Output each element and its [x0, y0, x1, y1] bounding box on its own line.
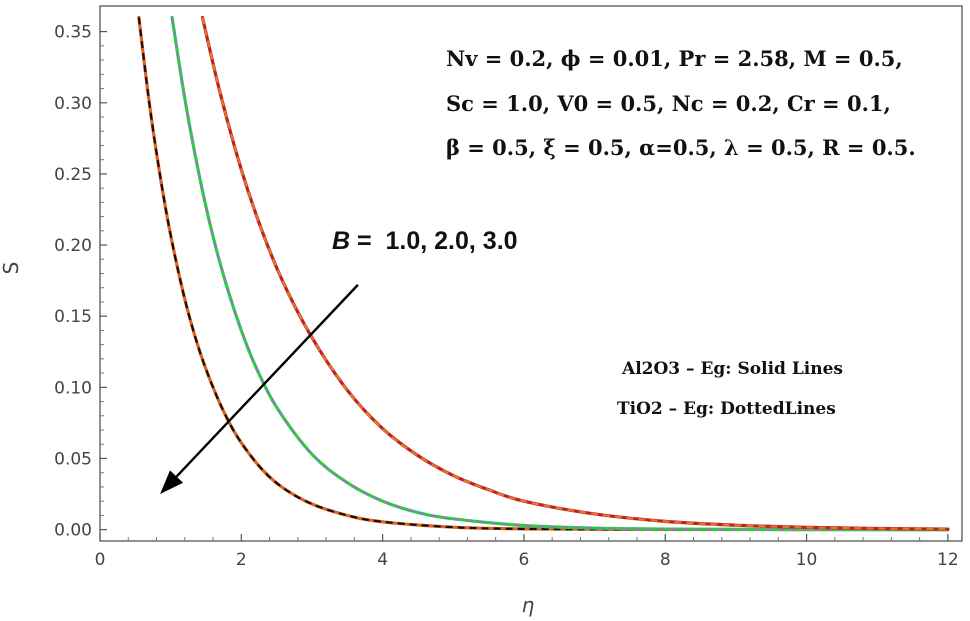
y-tick-label: 0.00	[54, 521, 92, 541]
series-2-dashed-line	[170, 17, 948, 531]
b-parameter-label: B = 1.0, 2.0, 3.0	[332, 227, 518, 255]
y-tick-label: 0.30	[54, 94, 92, 114]
plot-area: 0 2 4 6 8 10 12 0.000.050.100.150.200.250.300.…	[54, 5, 963, 570]
params-line-1: Nv = 0.2, ϕ = 0.01, Pr = 2.58, M = 0.5,	[446, 46, 903, 71]
y-tick-label: 0.15	[54, 307, 92, 327]
b-values: = 1.0, 2.0, 3.0	[350, 227, 517, 255]
x-tick-label: 12	[937, 550, 959, 570]
series-group	[137, 15, 950, 532]
y-tick-label: 0.05	[54, 449, 92, 469]
series-3-dashed-line	[201, 17, 948, 531]
line-style-legend: Al2O3 – Eg: Solid Lines TiO2 – Eg: Dotte…	[617, 359, 843, 419]
y-tick-label: 0.10	[54, 378, 92, 398]
legend-note-solid: Al2O3 – Eg: Solid Lines	[621, 359, 843, 379]
series-layer	[137, 15, 950, 532]
x-tick-label: 2	[236, 550, 247, 570]
trend-arrow-shaft	[175, 284, 359, 478]
x-tick-label: 6	[519, 550, 530, 570]
x-axis-ticks: 0 2 4 6 8 10 12	[95, 534, 959, 570]
y-axis-ticks: 0.00 0.05 0.10 0.15 0.20 0.25 0.30 0.35	[54, 23, 107, 541]
y-tick-label: 0.35	[54, 23, 92, 43]
trend-arrow-head	[160, 470, 184, 494]
y-tick-label: 0.20	[54, 236, 92, 256]
b-symbol: B	[332, 227, 350, 255]
x-tick-label: 0	[95, 550, 106, 570]
x-tick-label: 4	[377, 550, 388, 570]
arrow-layer	[160, 284, 359, 494]
y-axis-label: S	[0, 262, 23, 275]
y-tick-label: 0.25	[54, 165, 92, 185]
x-tick-label: 10	[796, 550, 818, 570]
params-line-3: β = 0.5, ξ = 0.5, α=0.5, λ = 0.5, R = 0.…	[446, 135, 916, 160]
x-tick-label: 8	[660, 550, 671, 570]
legend-note-dotted: TiO2 – Eg: DottedLines	[617, 399, 836, 419]
x-axis-label: η	[522, 593, 535, 617]
params-line-2: Sc = 1.0, V0 = 0.5, Nc = 0.2, Cr = 0.1,	[446, 91, 891, 116]
parameter-annotation: Nv = 0.2, ϕ = 0.01, Pr = 2.58, M = 0.5, …	[446, 46, 916, 160]
